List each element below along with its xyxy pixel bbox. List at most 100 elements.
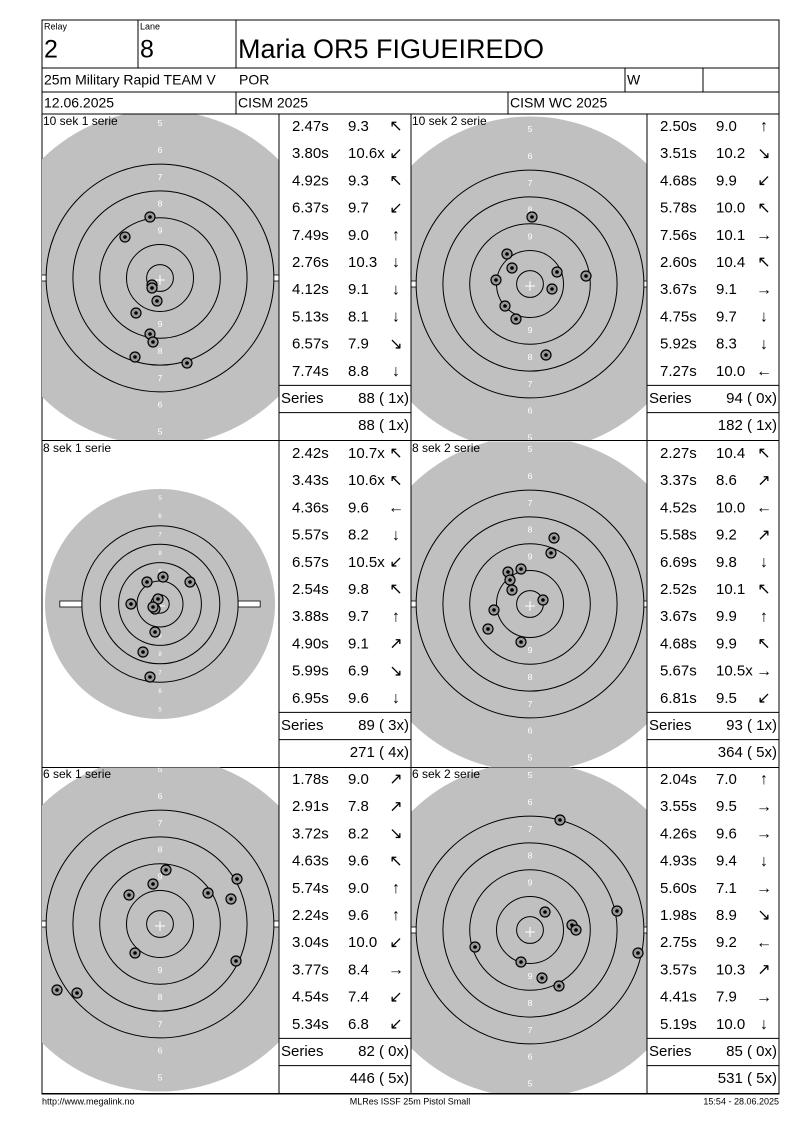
shot-score: 10.1 bbox=[716, 581, 745, 598]
shot-direction: ↖ bbox=[389, 581, 402, 598]
shot-dot bbox=[151, 605, 155, 609]
shot-score: 10.5x bbox=[716, 663, 753, 680]
shot-time: 6.37s bbox=[292, 200, 329, 217]
shot-direction: ↗ bbox=[389, 771, 402, 788]
side-bar bbox=[643, 600, 647, 608]
shot-time: 5.78s bbox=[660, 200, 697, 217]
ring bbox=[72, 836, 248, 1012]
shot-time: 7.56s bbox=[660, 227, 697, 244]
shot-direction: → bbox=[388, 962, 404, 979]
shot-direction: ↖ bbox=[389, 173, 402, 190]
shot-score: 9.6 bbox=[716, 825, 737, 842]
shot-time: 2.75s bbox=[660, 934, 697, 951]
shot-score: 9.2 bbox=[716, 527, 737, 544]
shot-dot bbox=[519, 640, 523, 644]
shot-dot bbox=[557, 984, 561, 988]
shot-direction: ↓ bbox=[392, 363, 400, 380]
shot-score: 7.9 bbox=[716, 989, 737, 1006]
athlete-name: Maria OR5 FIGUEIREDO bbox=[238, 34, 544, 64]
ring-label: 9 bbox=[528, 645, 533, 655]
shot-score: 8.2 bbox=[348, 527, 369, 544]
shot-time: 7.27s bbox=[660, 363, 697, 380]
series-label: Series bbox=[281, 717, 324, 734]
shot-time: 4.75s bbox=[660, 308, 697, 325]
shot-time: 3.77s bbox=[292, 961, 329, 978]
shot-dot bbox=[494, 278, 498, 282]
shot-dot bbox=[148, 332, 152, 336]
shot-direction: ↓ bbox=[392, 281, 400, 298]
shot-score: 9.2 bbox=[716, 934, 737, 951]
shot-score: 10.4 bbox=[716, 445, 745, 462]
shot-time: 3.04s bbox=[292, 934, 329, 951]
panel-title: 6 sek 1 serie bbox=[43, 767, 111, 781]
shot-dot bbox=[514, 317, 518, 321]
shot-score: 7.9 bbox=[348, 336, 369, 353]
side-bar bbox=[42, 920, 47, 928]
shot-direction: ↖ bbox=[389, 445, 402, 462]
shot-time: 2.42s bbox=[292, 445, 329, 462]
shot-score: 8.6 bbox=[716, 472, 737, 489]
shot-score: 10.6x bbox=[348, 472, 385, 489]
shot-direction: ↙ bbox=[389, 989, 402, 1006]
footer-url: http://www.megalink.no bbox=[42, 1096, 135, 1106]
cumulative-total: 531 ( 5x) bbox=[718, 1070, 777, 1087]
shot-score: 9.6 bbox=[348, 499, 369, 516]
shot-dot bbox=[151, 882, 155, 886]
ring-label: 7 bbox=[158, 671, 162, 677]
side-bar bbox=[273, 920, 279, 928]
ring bbox=[146, 264, 174, 292]
shot-dot bbox=[129, 602, 133, 606]
shot-time: 3.72s bbox=[292, 825, 329, 842]
shot-dot bbox=[235, 877, 239, 881]
shot-time: 5.34s bbox=[292, 1016, 329, 1033]
shot-score: 8.1 bbox=[348, 308, 369, 325]
centre-cross bbox=[155, 275, 165, 285]
ring-label: 9 bbox=[528, 877, 533, 887]
shot-time: 4.12s bbox=[292, 281, 329, 298]
shot-direction: → bbox=[756, 989, 772, 1006]
shot-score: 9.7 bbox=[716, 308, 737, 325]
side-bar bbox=[273, 274, 279, 282]
shot-dot bbox=[519, 960, 523, 964]
ring-label: 8 bbox=[528, 352, 533, 362]
ring-label: 8 bbox=[158, 551, 162, 557]
shot-dot bbox=[123, 235, 127, 239]
shot-score: 7.8 bbox=[348, 798, 369, 815]
shot-direction: ↗ bbox=[389, 636, 402, 653]
target: 5 5 6 6 7 7 8 8 9 9 bbox=[411, 767, 647, 1094]
event: 25m Military Rapid TEAM V bbox=[44, 72, 216, 88]
shot-score: 10.2 bbox=[716, 145, 745, 162]
cumulative-total: 446 ( 5x) bbox=[350, 1070, 409, 1087]
shot-direction: → bbox=[756, 227, 772, 244]
shot-dot bbox=[55, 988, 59, 992]
shot-score: 10.5x bbox=[348, 554, 385, 571]
match: CISM WC 2025 bbox=[510, 95, 607, 111]
shot-time: 4.90s bbox=[292, 635, 329, 652]
shot-time: 5.13s bbox=[292, 308, 329, 325]
ring-label: 7 bbox=[528, 379, 533, 389]
shot-time: 2.04s bbox=[660, 771, 697, 788]
shot-time: 7.49s bbox=[292, 227, 329, 244]
lane: 8 bbox=[140, 36, 154, 64]
shot-direction: ↓ bbox=[760, 1016, 768, 1033]
shot-direction: ↓ bbox=[760, 336, 768, 353]
shot-dot bbox=[558, 818, 562, 822]
shot-direction: ↓ bbox=[392, 527, 400, 544]
ring-label: 5 bbox=[528, 770, 533, 780]
ring-label: 7 bbox=[158, 818, 163, 828]
shot-time: 4.68s bbox=[660, 635, 697, 652]
ring bbox=[118, 562, 202, 646]
shot-dot bbox=[229, 897, 233, 901]
shot-direction: ↖ bbox=[757, 636, 770, 653]
ring-label: 8 bbox=[158, 346, 163, 356]
series-label: Series bbox=[281, 1043, 324, 1060]
shot-score: 6.9 bbox=[348, 663, 369, 680]
gender: W bbox=[627, 72, 641, 88]
shot-direction: ← bbox=[756, 363, 772, 380]
shot-score: 8.2 bbox=[348, 825, 369, 842]
ring-label: 8 bbox=[528, 851, 533, 861]
footer-software: MLRes ISSF 25m Pistol Small bbox=[350, 1096, 471, 1106]
ring bbox=[469, 543, 591, 665]
shot-dot bbox=[185, 361, 189, 365]
target: 5 5 6 6 7 7 8 8 9 9 bbox=[42, 767, 279, 1092]
